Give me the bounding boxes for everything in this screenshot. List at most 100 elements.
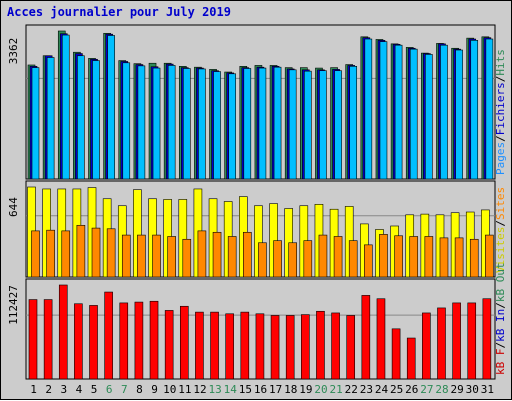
x-tick-label: 31 [481,383,494,396]
x-tick-label: 26 [405,383,418,396]
bar-pages-day-11 [182,68,191,180]
legend-item: / [494,76,507,83]
bar-sites-day-29 [454,237,464,278]
bar-kbf-day-30 [467,302,477,380]
x-tick-label: 16 [254,383,267,396]
bar-pages-day-24 [379,41,388,180]
bar-pages-day-12 [198,68,206,180]
x-tick-label: 28 [435,383,448,396]
bar-sites-day-17 [273,240,282,278]
bar-kbf-day-29 [452,302,461,380]
bar-pages-day-27 [425,54,433,180]
bar-sites-day-31 [485,234,494,278]
bar-kbf-day-12 [195,311,204,380]
bar-sites-day-25 [394,235,403,278]
bar-pages-day-16 [258,67,267,180]
x-tick-label: 27 [420,383,433,396]
panel-2-legend: Visites/Sites [494,187,507,273]
bar-sites-day-24 [379,234,388,278]
bar-pages-day-7 [122,62,131,180]
bar-pages-day-25 [394,44,403,180]
bar-kbf-day-7 [119,302,129,380]
bar-kbf-day-23 [361,295,371,380]
bar-sites-day-7 [121,234,131,278]
bar-sites-day-19 [303,240,313,278]
bar-pages-day-5 [92,60,100,180]
x-tick-label: 29 [451,383,464,396]
bar-sites-day-2 [46,229,55,278]
bar-pages-day-17 [273,66,282,180]
bar-pages-day-15 [243,68,252,180]
bar-pages-day-29 [455,49,463,180]
bar-sites-day-11 [182,238,192,278]
bar-pages-day-3 [61,34,70,180]
bar-sites-day-28 [439,237,449,278]
legend-item: kB In [494,309,507,342]
bar-kbf-day-22 [346,315,356,380]
bar-kbf-day-18 [285,315,295,380]
chart-title: Acces journalier pour July 2019 [7,5,231,19]
bar-sites-day-26 [409,236,419,278]
bar-pages-day-18 [288,69,297,180]
x-tick-label: 4 [76,383,83,396]
bar-kbf-day-26 [406,337,416,380]
bar-pages-day-6 [107,35,115,180]
bar-sites-day-18 [288,242,297,278]
bar-kbf-day-13 [210,311,219,380]
panel-1-legend: Pages/Fichiers/Hits [494,49,507,175]
bar-sites-day-23 [364,244,373,278]
x-tick-label: 18 [284,383,297,396]
bar-sites-day-30 [469,238,479,278]
bar-pages-day-30 [470,40,479,180]
bar-sites-day-9 [152,234,161,278]
bar-pages-day-22 [349,66,358,180]
bar-sites-day-27 [424,236,434,278]
bar-sites-day-3 [61,230,71,278]
bar-pages-day-14 [228,73,236,180]
bar-pages-day-20 [319,70,327,180]
x-tick-label: 3 [61,383,68,396]
legend-item: Hits [494,49,507,76]
bar-kbf-day-31 [482,298,492,380]
x-tick-label: 8 [136,383,143,396]
bar-pages-day-2 [46,57,55,180]
x-tick-label: 17 [269,383,282,396]
x-tick-label: 25 [390,383,403,396]
legend-item: Pages [494,142,507,175]
bar-kbf-day-21 [331,312,340,380]
bar-kbf-day-15 [240,311,250,380]
bar-kbf-day-28 [437,307,446,380]
x-tick-label: 30 [466,383,479,396]
legend-item: Sites [494,187,507,220]
bar-sites-day-15 [243,231,252,278]
bar-sites-day-5 [91,227,101,278]
bar-sites-day-13 [212,231,222,278]
x-tick-label: 5 [91,383,98,396]
bar-sites-day-22 [348,240,358,278]
panel-1-y-max-label: 3362 [7,38,20,65]
bar-pages-day-26 [409,48,418,180]
legend-item: / [494,342,507,349]
x-tick-label: 6 [106,383,113,396]
x-tick-label: 22 [345,383,358,396]
panel-3-legend: kB F/kB In/kB Out [494,262,507,375]
legend-item: Visites [494,227,507,273]
bar-kbf-day-6 [104,291,113,380]
bar-kbf-day-25 [391,328,401,380]
x-tick-label: 20 [314,383,327,396]
x-tick-label: 24 [375,383,389,396]
bar-pages-day-19 [304,70,312,180]
bar-sites-day-12 [197,230,207,278]
x-tick-label: 10 [163,383,176,396]
x-tick-label: 12 [193,383,206,396]
x-tick-label: 14 [224,383,238,396]
legend-item: kB F [494,349,507,376]
bar-sites-day-10 [167,236,176,278]
bar-pages-day-23 [364,38,373,180]
x-tick-label: 2 [45,383,52,396]
bar-sites-day-21 [333,236,343,278]
bar-kbf-day-8 [134,301,144,380]
bar-kbf-day-10 [164,310,174,380]
